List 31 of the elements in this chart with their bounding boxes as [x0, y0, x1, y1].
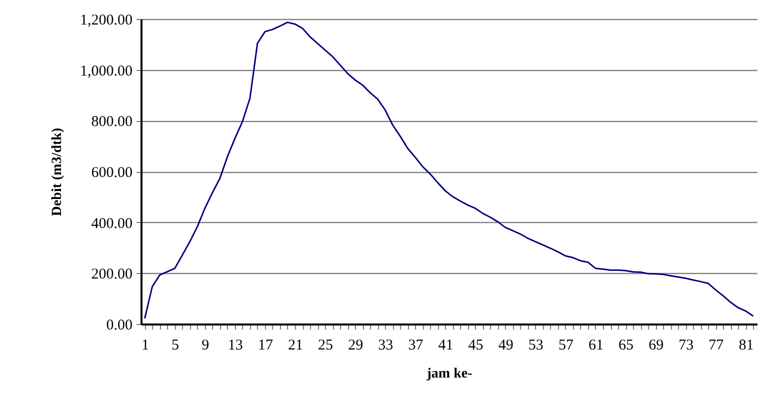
x-tick-label: 77 [708, 338, 724, 354]
x-tick-label: 25 [318, 338, 334, 354]
x-tick-label: 69 [648, 338, 664, 354]
y-tick-label: 800.00 [91, 114, 132, 130]
x-tick-label: 17 [258, 338, 274, 354]
x-tick-label: 73 [678, 338, 694, 354]
x-tick-label: 61 [588, 338, 604, 354]
line-series [144, 22, 754, 320]
x-tick-label: 57 [558, 338, 574, 354]
x-axis-title: jam ke- [426, 366, 473, 382]
y-axis-title: Debit (m3/dtk) [50, 128, 65, 216]
y-tick-label: 400.00 [91, 216, 132, 232]
y-tick-label: 200.00 [91, 266, 132, 283]
x-tick-label: 1 [142, 338, 150, 354]
x-tick-label: 9 [202, 338, 210, 354]
x-tick-label: 29 [348, 338, 364, 354]
x-tick-label: 81 [738, 338, 754, 354]
x-tick-label: 5 [172, 338, 180, 354]
x-tick-label: 41 [438, 338, 454, 354]
x-tick-label: 37 [408, 338, 424, 354]
y-tick-label: 600.00 [91, 165, 132, 181]
x-tick-label: 65 [618, 338, 634, 354]
x-tick-label: 33 [378, 338, 394, 354]
x-tick-label: 45 [468, 338, 484, 354]
y-tick-label: 1,200.00 [80, 12, 132, 28]
y-tick-label: 0.00 [106, 318, 132, 334]
x-tick-label: 49 [498, 338, 514, 354]
x-tick-label: 53 [528, 338, 544, 354]
x-tick-label: 13 [228, 338, 243, 354]
y-tick-label: 1,000.00 [80, 63, 132, 80]
x-tick-label: 21 [288, 338, 303, 354]
